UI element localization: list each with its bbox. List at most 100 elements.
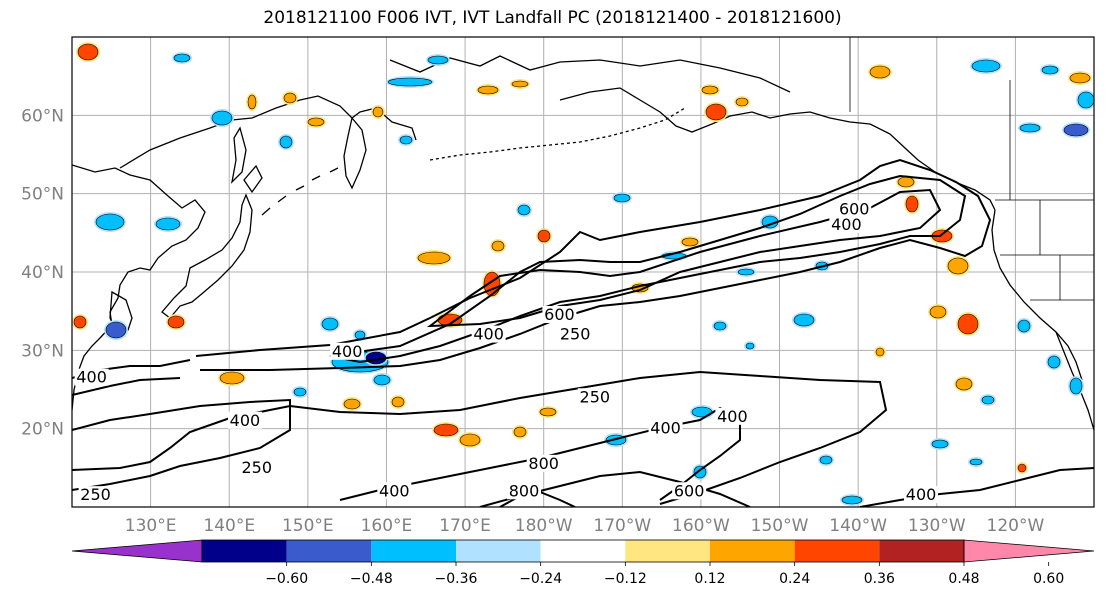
colorbar-tick-label: 0.60: [1033, 571, 1064, 587]
pc-blob: [737, 268, 755, 276]
contour-label-bg: [715, 407, 750, 425]
pc-blob: [372, 106, 384, 118]
colorbar-tick-label: 0.12: [694, 571, 725, 587]
contour-label: 400: [906, 485, 937, 504]
lon-label: 130°E: [125, 516, 177, 536]
pc-blob: [105, 321, 127, 339]
pc-blob: [321, 317, 339, 331]
contour-label: 800: [509, 481, 540, 500]
pc-blob: [745, 342, 755, 350]
contour-label: 400: [831, 215, 862, 234]
pc-blob: [517, 204, 531, 216]
pc-blob: [477, 85, 499, 95]
contour-label-bg: [672, 482, 707, 500]
lon-label: 170°E: [439, 516, 491, 536]
pc-blob: [957, 313, 979, 335]
colorbar-segment: [540, 540, 626, 562]
pc-blob: [417, 251, 451, 265]
pc-blob: [841, 495, 863, 505]
pc-blob: [681, 237, 699, 247]
pc-blob: [373, 374, 391, 386]
colorbar-segment: [794, 540, 880, 562]
contour-label: 600: [839, 199, 870, 218]
lon-label: 140°W: [829, 516, 887, 536]
contour-label: 800: [528, 454, 559, 473]
pc-blob: [343, 398, 361, 410]
pc-blob: [279, 135, 293, 149]
contour-label: 250: [241, 458, 272, 477]
contour-label-bg: [330, 342, 365, 360]
contour-label: 250: [580, 387, 611, 406]
pc-blob: [1077, 91, 1094, 109]
pc-blob: [969, 458, 983, 466]
colorbar-tick-label: 0.24: [779, 571, 810, 587]
lon-label: 150°E: [282, 516, 334, 536]
pc-blob: [219, 371, 245, 385]
lat-label: 50°N: [21, 185, 64, 205]
latitude-labels: 60°N 50°N 40°N 30°N 20°N: [21, 106, 64, 439]
pc-blob: [1063, 123, 1089, 137]
colorbar-tick-label: −0.48: [350, 571, 393, 587]
colorbar-segment: [456, 540, 541, 562]
pc-blob: [819, 455, 833, 465]
longitude-labels: 130°E 140°E 150°E 160°E 170°E 180°W 170°W 160°W…: [125, 516, 1045, 536]
lon-label: 180°W: [515, 516, 573, 536]
pc-blob: [539, 407, 557, 417]
lat-label: 20°N: [21, 420, 64, 440]
pc-blob: [735, 97, 749, 107]
pc-blob: [955, 377, 973, 391]
pc-blob: [1017, 463, 1027, 473]
pc-blob: [613, 193, 631, 203]
pc-blob: [433, 423, 459, 437]
colorbar-tick-label: 0.36: [864, 571, 895, 587]
pc-blob: [173, 53, 191, 63]
contour-label-bg: [507, 482, 542, 500]
map-title: 2018121100 F006 IVT, IVT Landfall PC (20…: [263, 8, 842, 28]
pc-blob: [1019, 123, 1041, 133]
pc-blob: [391, 396, 405, 408]
pc-blob: [491, 240, 505, 252]
contour-label-bg: [558, 325, 593, 343]
pc-blob: [73, 315, 87, 329]
pc-blob: [875, 347, 885, 357]
colorbar-extend-min: [71, 539, 203, 563]
colorbar-segment: [625, 540, 710, 562]
colorbar-extend-max: [963, 539, 1095, 563]
lon-label: 140°E: [203, 516, 255, 536]
lat-label: 40°N: [21, 263, 64, 283]
contour-label-bg: [904, 486, 939, 504]
pc-filled-contours: [72, 42, 1094, 506]
contour-label: 400: [473, 325, 504, 344]
contour-label-bg: [377, 482, 412, 500]
contour-label-bg: [542, 306, 577, 323]
borders: [849, 37, 1094, 301]
contour-label-bg: [837, 200, 872, 218]
contour-label-bg: [74, 368, 109, 386]
pc-blob: [1017, 319, 1031, 333]
pc-blob: [513, 426, 527, 438]
colorbar-segment: [202, 540, 287, 562]
map-frame: [71, 36, 1095, 508]
contour-label: 600: [674, 481, 705, 500]
contour-label-bg: [471, 325, 506, 343]
pc-blob: [1047, 355, 1061, 369]
colorbar-segment: [286, 540, 372, 562]
pc-blob: [701, 85, 719, 95]
pc-blob: [95, 213, 125, 231]
colorbar-tick-label: −0.36: [435, 571, 478, 587]
contour-label: 250: [560, 325, 591, 344]
pc-blob: [77, 43, 99, 61]
pc-blob: [387, 77, 433, 87]
pc-blob: [713, 321, 727, 331]
contour-label-bg: [227, 411, 262, 429]
pc-blob: [155, 217, 181, 231]
contour-label: 400: [379, 481, 410, 500]
contour-label: 400: [717, 407, 748, 426]
pc-blob: [511, 80, 529, 88]
pc-blob: [283, 92, 297, 104]
pc-blob: [307, 117, 325, 127]
pc-blob: [793, 313, 815, 327]
pc-blob: [1069, 72, 1091, 84]
contour-label: 400: [230, 411, 261, 430]
